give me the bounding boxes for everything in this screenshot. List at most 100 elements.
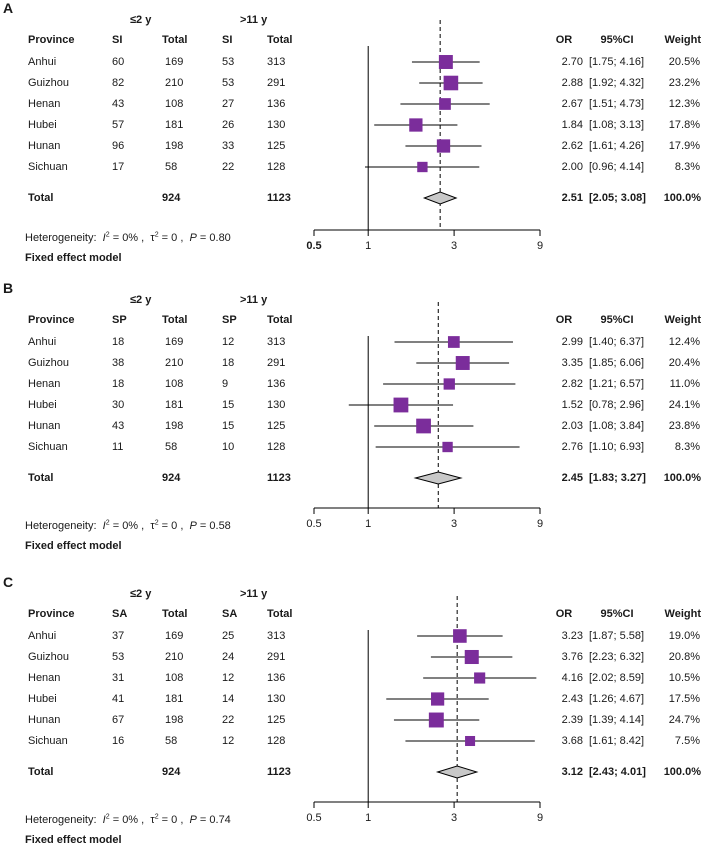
row-total-left: 198 bbox=[165, 420, 184, 432]
row-events-left: 82 bbox=[112, 77, 125, 89]
row-events-left: 30 bbox=[112, 399, 125, 411]
row-total-left: 181 bbox=[165, 693, 184, 705]
study-marker bbox=[465, 735, 476, 747]
row-events-right: 12 bbox=[222, 336, 235, 348]
row-total-right: 128 bbox=[267, 161, 286, 173]
row-total-left: 169 bbox=[165, 336, 184, 348]
row-or: 2.00 bbox=[561, 161, 583, 173]
heterogeneity-text: Heterogeneity: I2 = 0% , τ2 = 0 , P = 0.… bbox=[25, 519, 231, 532]
row-ci: [0.96; 4.14] bbox=[589, 161, 645, 173]
row-weight: 12.4% bbox=[668, 336, 700, 348]
group-right-header: >11 y bbox=[240, 14, 268, 26]
row-total-right: 313 bbox=[267, 630, 286, 642]
row-events-left: 96 bbox=[112, 140, 125, 152]
row-total-right: 125 bbox=[267, 420, 286, 432]
row-ci: [1.61; 4.26] bbox=[589, 140, 645, 152]
row-weight: 17.8% bbox=[668, 119, 700, 131]
row-total-left: 58 bbox=[165, 441, 178, 453]
row-or: 2.76 bbox=[561, 441, 583, 453]
row-or: 3.68 bbox=[561, 735, 583, 747]
row-events-right: 26 bbox=[222, 119, 235, 131]
row-weight: 23.8% bbox=[668, 420, 700, 432]
study-marker bbox=[442, 441, 453, 453]
x-tick-label: 1 bbox=[365, 518, 371, 530]
row-total-left: 169 bbox=[165, 56, 184, 68]
study-marker bbox=[436, 139, 451, 153]
row-weight: 8.3% bbox=[674, 161, 700, 173]
row-total-left: 108 bbox=[165, 378, 184, 390]
p-value: 0.58 bbox=[209, 520, 231, 532]
pooled-diamond bbox=[413, 471, 463, 485]
row-province: Hunan bbox=[28, 420, 61, 432]
total-left-value: 924 bbox=[162, 192, 181, 204]
x-tick-label: 0.5 bbox=[306, 240, 321, 252]
measure-header-left: SA bbox=[112, 608, 128, 620]
row-ci: [1.10; 6.93] bbox=[589, 441, 645, 453]
total-header-right: Total bbox=[267, 608, 293, 620]
row-total-right: 125 bbox=[267, 140, 286, 152]
row-events-left: 60 bbox=[112, 56, 125, 68]
total-header-right: Total bbox=[267, 34, 293, 46]
x-tick-label: 3 bbox=[451, 518, 457, 530]
i-squared-symbol: I2 bbox=[102, 231, 110, 244]
tau2-value: 0 bbox=[171, 520, 178, 532]
row-province: Sichuan bbox=[28, 441, 68, 453]
row-weight: 10.5% bbox=[668, 672, 700, 684]
row-total-left: 108 bbox=[165, 98, 184, 110]
pooled-ci: [1.83; 3.27] bbox=[589, 472, 646, 484]
row-weight: 17.9% bbox=[668, 140, 700, 152]
study-marker bbox=[443, 75, 459, 91]
row-total-right: 313 bbox=[267, 336, 286, 348]
row-events-left: 16 bbox=[112, 735, 125, 747]
row-events-right: 25 bbox=[222, 630, 235, 642]
row-events-right: 15 bbox=[222, 399, 235, 411]
row-ci: [0.78; 2.96] bbox=[589, 399, 645, 411]
row-or: 2.99 bbox=[561, 336, 583, 348]
row-ci: [2.02; 8.59] bbox=[589, 672, 645, 684]
heterogeneity-label: Heterogeneity: bbox=[25, 520, 97, 532]
heterogeneity-text: Heterogeneity: I2 = 0% , τ2 = 0 , P = 0.… bbox=[25, 813, 231, 826]
row-total-left: 169 bbox=[165, 630, 184, 642]
pooled-weight: 100.0% bbox=[663, 766, 701, 778]
study-marker bbox=[416, 418, 431, 434]
row-events-left: 17 bbox=[112, 161, 125, 173]
study-marker bbox=[438, 55, 453, 69]
weight-header: Weight bbox=[664, 34, 701, 46]
row-events-right: 27 bbox=[222, 98, 235, 110]
row-weight: 19.0% bbox=[668, 630, 700, 642]
row-or: 2.39 bbox=[561, 714, 583, 726]
tau-squared-symbol: τ2 bbox=[150, 519, 159, 532]
row-total-right: 313 bbox=[267, 56, 286, 68]
group-left-header: ≤2 y bbox=[130, 14, 152, 26]
row-events-right: 14 bbox=[222, 693, 235, 705]
total-left-value: 924 bbox=[162, 766, 181, 778]
row-events-right: 53 bbox=[222, 77, 235, 89]
row-events-right: 22 bbox=[222, 161, 235, 173]
or-header: OR bbox=[555, 314, 573, 326]
row-weight: 20.8% bbox=[668, 651, 700, 663]
row-total-left: 108 bbox=[165, 672, 184, 684]
group-right-header: >11 y bbox=[240, 294, 268, 306]
province-header: Province bbox=[28, 34, 75, 46]
row-events-left: 67 bbox=[112, 714, 125, 726]
panel-label: C bbox=[3, 574, 14, 590]
study-marker bbox=[409, 118, 423, 132]
i2-value: 0% bbox=[122, 232, 139, 244]
row-province: Henan bbox=[28, 378, 61, 390]
row-province: Hunan bbox=[28, 140, 61, 152]
row-ci: [1.61; 8.42] bbox=[589, 735, 645, 747]
heterogeneity-label: Heterogeneity: bbox=[25, 232, 97, 244]
row-events-left: 53 bbox=[112, 651, 125, 663]
x-tick-label: 9 bbox=[537, 518, 543, 530]
row-weight: 24.7% bbox=[668, 714, 700, 726]
measure-header-left: SI bbox=[112, 34, 123, 46]
study-marker bbox=[417, 161, 428, 173]
row-events-left: 18 bbox=[112, 378, 125, 390]
p-symbol: P bbox=[189, 814, 197, 826]
row-total-left: 210 bbox=[165, 77, 184, 89]
row-ci: [1.92; 4.32] bbox=[589, 77, 645, 89]
total-header-left: Total bbox=[162, 608, 188, 620]
study-marker bbox=[393, 397, 409, 413]
study-marker bbox=[428, 712, 444, 728]
pooled-weight: 100.0% bbox=[663, 472, 701, 484]
